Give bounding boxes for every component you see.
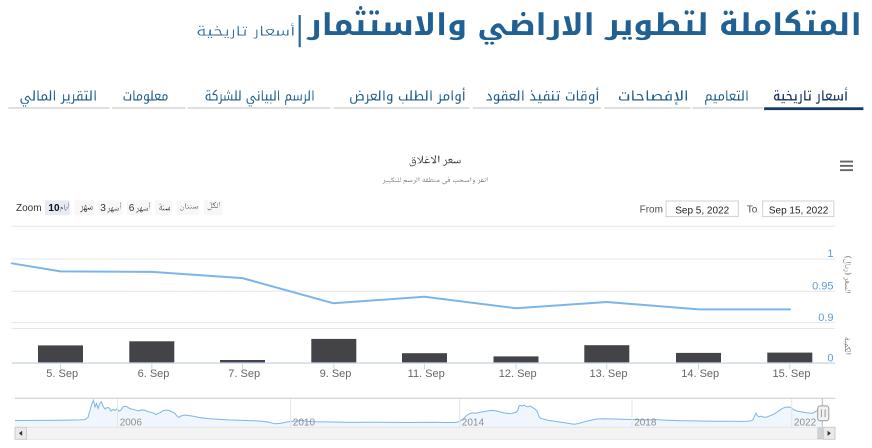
svg-text:2006: 2006 [120, 417, 143, 428]
svg-text:0: 0 [827, 352, 833, 364]
svg-text:11. Sep: 11. Sep [408, 368, 445, 380]
svg-text:9. Sep: 9. Sep [320, 368, 352, 380]
svg-text:Zoom: Zoom [16, 203, 42, 214]
svg-text:15. Sep: 15. Sep [773, 368, 811, 380]
svg-text:Sep 15, 2022: Sep 15, 2022 [769, 205, 829, 216]
svg-text:7. Sep: 7. Sep [228, 368, 260, 380]
svg-text:0.9: 0.9 [818, 312, 833, 324]
svg-text:2014: 2014 [462, 417, 485, 428]
svg-text:To: To [747, 205, 758, 216]
svg-text:10: 10 [48, 203, 60, 214]
svg-text:3: 3 [100, 203, 106, 214]
svg-text:14. Sep: 14. Sep [681, 368, 719, 380]
svg-text:5. Sep: 5. Sep [46, 368, 78, 380]
svg-text:From: From [640, 205, 663, 216]
svg-text:2018: 2018 [634, 417, 657, 428]
svg-text:0.95: 0.95 [812, 281, 833, 293]
svg-text:2022: 2022 [794, 417, 817, 428]
svg-text:6: 6 [129, 203, 135, 214]
svg-text:6. Sep: 6. Sep [138, 368, 170, 380]
svg-text:12. Sep: 12. Sep [499, 368, 537, 380]
svg-text:13. Sep: 13. Sep [590, 368, 628, 380]
svg-text:1: 1 [827, 248, 833, 260]
svg-text:Sep 5, 2022: Sep 5, 2022 [675, 205, 729, 216]
svg-text:2010: 2010 [293, 417, 316, 428]
